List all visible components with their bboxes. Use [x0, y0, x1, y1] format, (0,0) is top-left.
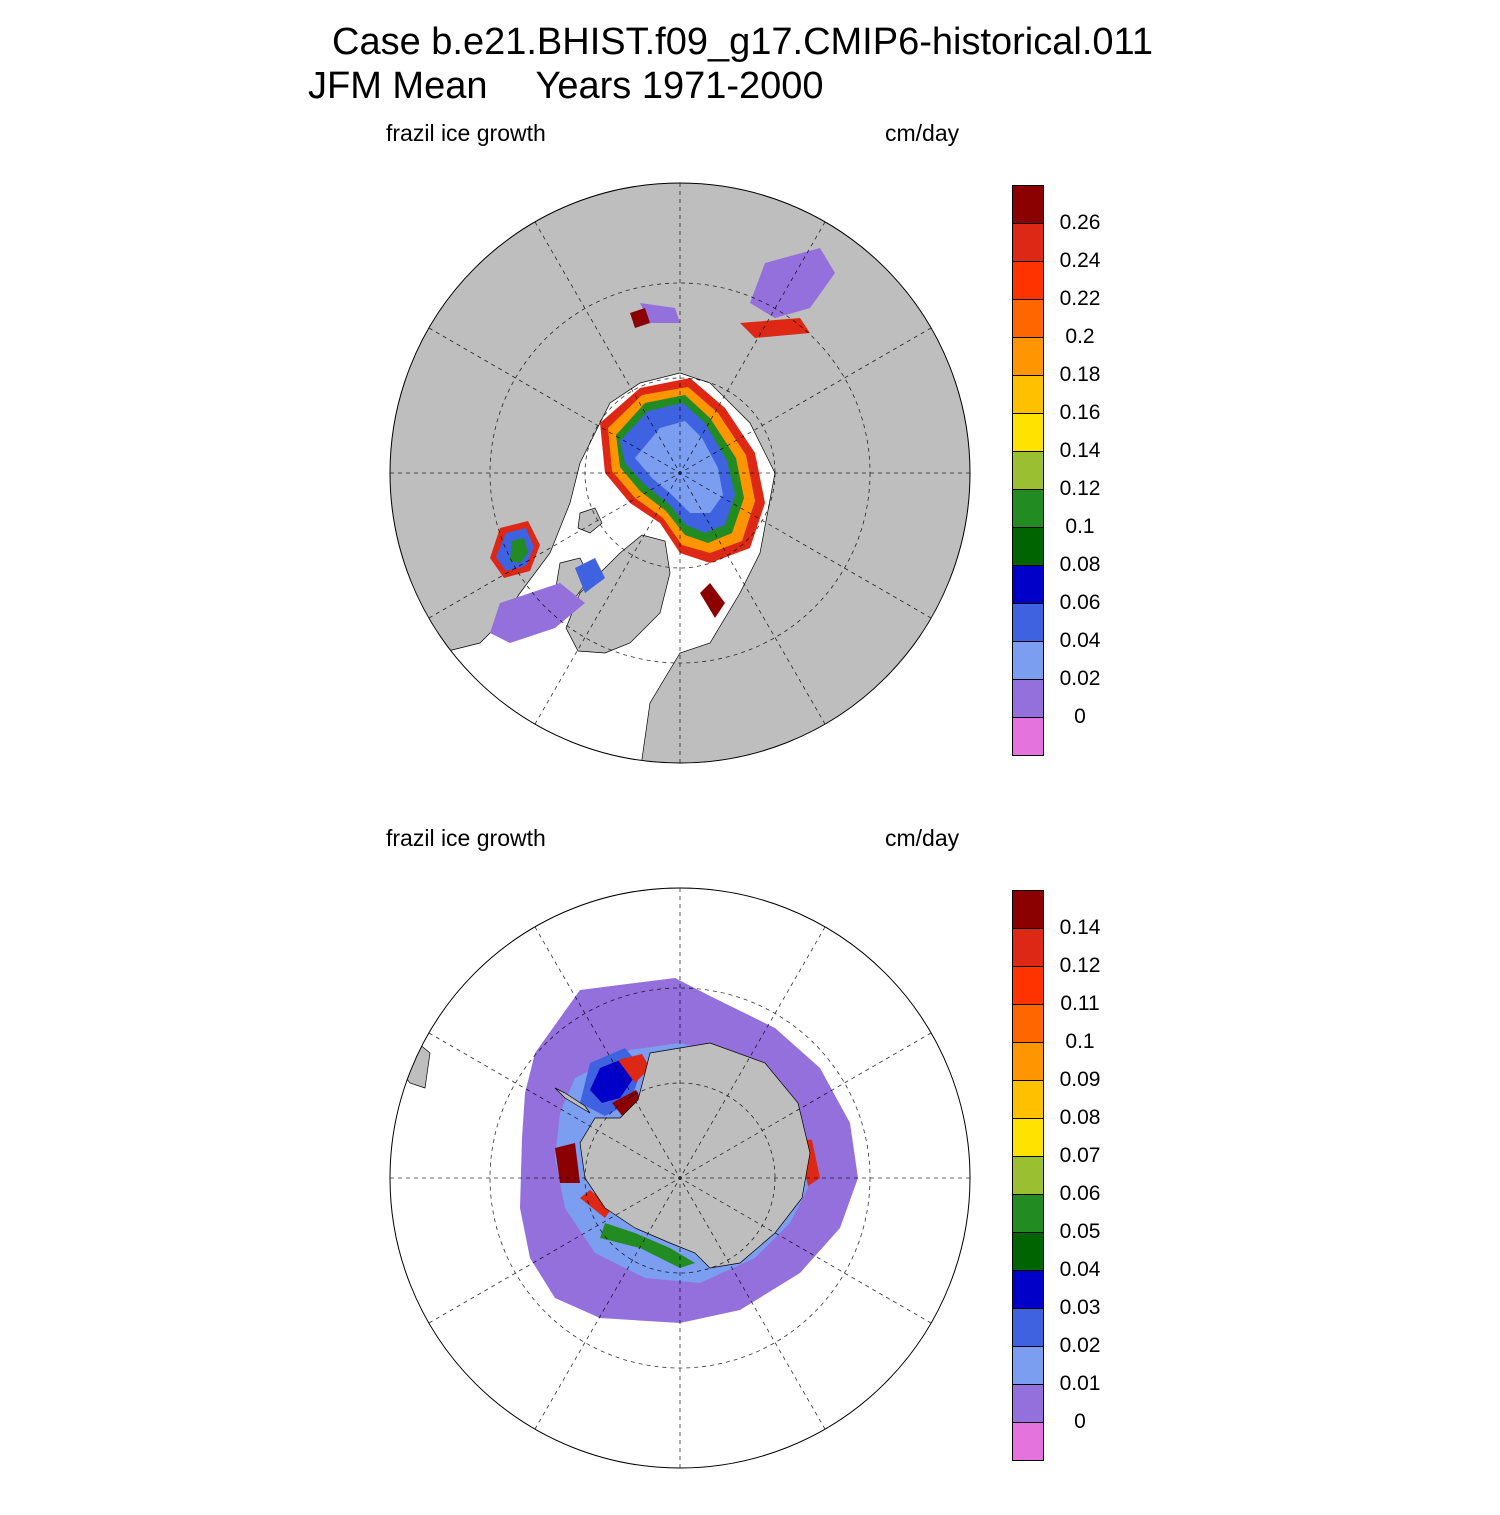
colorbar-swatch: [1012, 928, 1044, 967]
season-label: JFM Mean: [308, 65, 488, 107]
figure-title-case: Case b.e21.BHIST.f09_g17.CMIP6-historica…: [332, 21, 1153, 63]
colorbar-tick-label: 0.04: [1059, 1258, 1101, 1281]
colorbar-tick-label: 0.09: [1059, 1068, 1101, 1091]
south-colorbar: 0 0.01 0.02 0.03 0.04 0.05 0.06 0.07 0.08 0.09 0.1…: [1010, 890, 1130, 1464]
colorbar-swatch: [1012, 1422, 1044, 1461]
variable-label: frazil ice growth: [386, 120, 546, 146]
colorbar-swatch: [1012, 1232, 1044, 1271]
variable-label: frazil ice growth: [386, 825, 546, 851]
colorbar-tick-label: 0.18: [1059, 363, 1101, 386]
colorbar-tick-label: 0.14: [1059, 439, 1101, 462]
colorbar-swatch: [1012, 679, 1044, 718]
colorbar-tick-label: 0.16: [1059, 401, 1101, 424]
colorbar-swatch: [1012, 1004, 1044, 1043]
colorbar-tick-label: 0.06: [1059, 1182, 1101, 1205]
colorbar-tick-label: 0.2: [1065, 325, 1095, 348]
colorbar-swatch: [1012, 717, 1044, 756]
colorbar-tick-label: 0.26: [1059, 211, 1101, 234]
colorbar-swatch: [1012, 1080, 1044, 1119]
colorbar-tick-label: 0.24: [1059, 249, 1101, 272]
colorbar-swatch: [1012, 641, 1044, 680]
colorbar-tick-label: 0.1: [1065, 515, 1095, 538]
north-land: [390, 183, 970, 763]
south-graticule: [390, 888, 970, 1468]
colorbar-swatch: [1012, 1042, 1044, 1081]
north-graticule: [390, 183, 970, 763]
colorbar-tick-label: 0.1: [1065, 1030, 1095, 1053]
north-frazil-field: [490, 248, 835, 643]
units-label: cm/day: [885, 120, 960, 146]
colorbar-swatch: [1012, 185, 1044, 224]
colorbar-tick-label: 0.08: [1059, 1106, 1101, 1129]
colorbar-tick-label: 0.06: [1059, 591, 1101, 614]
colorbar-swatch: [1012, 1156, 1044, 1195]
colorbar-tick-label: 0.03: [1059, 1296, 1101, 1319]
colorbar-swatch: [1012, 1270, 1044, 1309]
years-label: Years 1971-2000: [535, 65, 824, 107]
colorbar-tick-label: 0.14: [1059, 916, 1101, 939]
colorbar-tick-label: 0.08: [1059, 553, 1101, 576]
colorbar-swatch: [1012, 565, 1044, 604]
colorbar-swatch: [1012, 603, 1044, 642]
colorbar-tick-label: 0.02: [1059, 1334, 1101, 1357]
south-hemisphere-panel: frazil ice growth cm/day: [0, 815, 1500, 1515]
figure-title-period: JFM Mean Years 1971-2000: [308, 66, 824, 106]
colorbar-swatch: [1012, 1384, 1044, 1423]
colorbar-swatch: [1012, 966, 1044, 1005]
south-polar-map: [389, 887, 971, 1469]
colorbar-swatch: [1012, 1118, 1044, 1157]
colorbar-swatch: [1012, 1308, 1044, 1347]
colorbar-swatch: [1012, 261, 1044, 300]
colorbar-tick-label: 0.05: [1059, 1220, 1101, 1243]
colorbar-tick-label: 0.11: [1060, 992, 1100, 1015]
colorbar-swatch: [1012, 451, 1044, 490]
colorbar-swatch: [1012, 299, 1044, 338]
colorbar-swatch: [1012, 1346, 1044, 1385]
colorbar-tick-label: 0.22: [1059, 287, 1101, 310]
colorbar-tick-label: 0.04: [1059, 629, 1101, 652]
colorbar-swatch: [1012, 527, 1044, 566]
colorbar-tick-label: 0.02: [1059, 667, 1101, 690]
colorbar-swatch: [1012, 375, 1044, 414]
colorbar-tick-label: 0.12: [1059, 954, 1101, 977]
colorbar-swatch: [1012, 890, 1044, 929]
colorbar-tick-label: 0.01: [1059, 1372, 1101, 1395]
colorbar-swatch: [1012, 337, 1044, 376]
colorbar-swatch: [1012, 223, 1044, 262]
north-polar-map: [389, 182, 971, 764]
colorbar-swatch: [1012, 489, 1044, 528]
colorbar-tick-label: 0.12: [1059, 477, 1101, 500]
colorbar-swatch: [1012, 1194, 1044, 1233]
colorbar-swatch: [1012, 413, 1044, 452]
colorbar-tick-label: 0.07: [1059, 1144, 1101, 1167]
colorbar-tick-label: 0: [1074, 705, 1086, 728]
units-label: cm/day: [885, 825, 960, 851]
north-hemisphere-panel: frazil ice growth cm/day: [0, 110, 1500, 810]
north-colorbar: 0 0.02 0.04 0.06 0.08 0.1 0.12 0.14 0.16 0.18 0.2 0…: [1010, 185, 1130, 759]
colorbar-tick-label: 0: [1074, 1410, 1086, 1433]
